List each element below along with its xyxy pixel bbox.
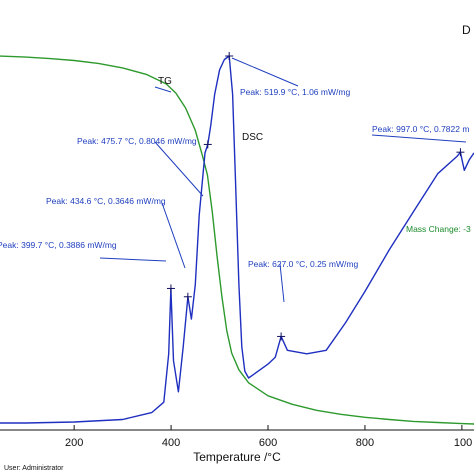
- peak-marker: [183, 292, 192, 301]
- leader-line-1: [231, 57, 299, 87]
- user-label: User: Administrator: [4, 465, 64, 472]
- corner-label: D: [462, 23, 471, 37]
- peak-marker: [456, 148, 465, 157]
- x-tick-label: 600: [259, 437, 277, 449]
- peak-marker: [203, 140, 212, 149]
- annotation-peak-475: Peak: 475.7 °C, 0.8046 mW/mg: [77, 136, 197, 146]
- annotation-leaders: [99, 57, 467, 303]
- curves-layer: [0, 55, 474, 425]
- x-axis-title: Temperature /°C: [193, 450, 281, 464]
- x-tick-label: 100: [454, 437, 472, 449]
- peak-marker: [225, 52, 234, 60]
- x-tick-label: 200: [65, 437, 83, 449]
- leader-line-tg: [154, 86, 172, 93]
- x-tick-label: 800: [356, 437, 374, 449]
- tg-curve-label: TG: [158, 76, 172, 87]
- annotation-peak-997: Peak: 997.0 °C, 0.7822 m: [372, 124, 469, 134]
- mass-change-label: Mass Change: -3: [406, 224, 471, 234]
- markers-layer: [166, 52, 465, 341]
- leader-line-5: [279, 263, 285, 303]
- leader-line-2: [154, 141, 204, 197]
- peak-marker: [166, 284, 175, 293]
- annotation-peak-627: Peak: 627.0 °C, 0.25 mW/mg: [248, 259, 358, 269]
- series-line-dsc: [0, 55, 474, 424]
- peak-marker: [277, 332, 286, 341]
- series-line-tg: [0, 55, 474, 425]
- x-tick-label: 400: [162, 437, 180, 449]
- x-axis-ticks: 200 400 600 800 100: [65, 425, 472, 449]
- annotation-peak-519: Peak: 519.9 °C, 1.06 mW/mg: [240, 87, 350, 97]
- leader-line-4: [99, 257, 167, 262]
- annotation-peak-434: Peak: 434.6 °C, 0.3646 mW/mg: [46, 196, 166, 206]
- leader-line-6: [371, 134, 467, 143]
- annotation-peak-399: Peak: 399.7 °C, 0.3886 mW/mg: [0, 240, 117, 250]
- dsc-curve-label: DSC: [242, 132, 263, 143]
- leader-line-3: [161, 202, 186, 269]
